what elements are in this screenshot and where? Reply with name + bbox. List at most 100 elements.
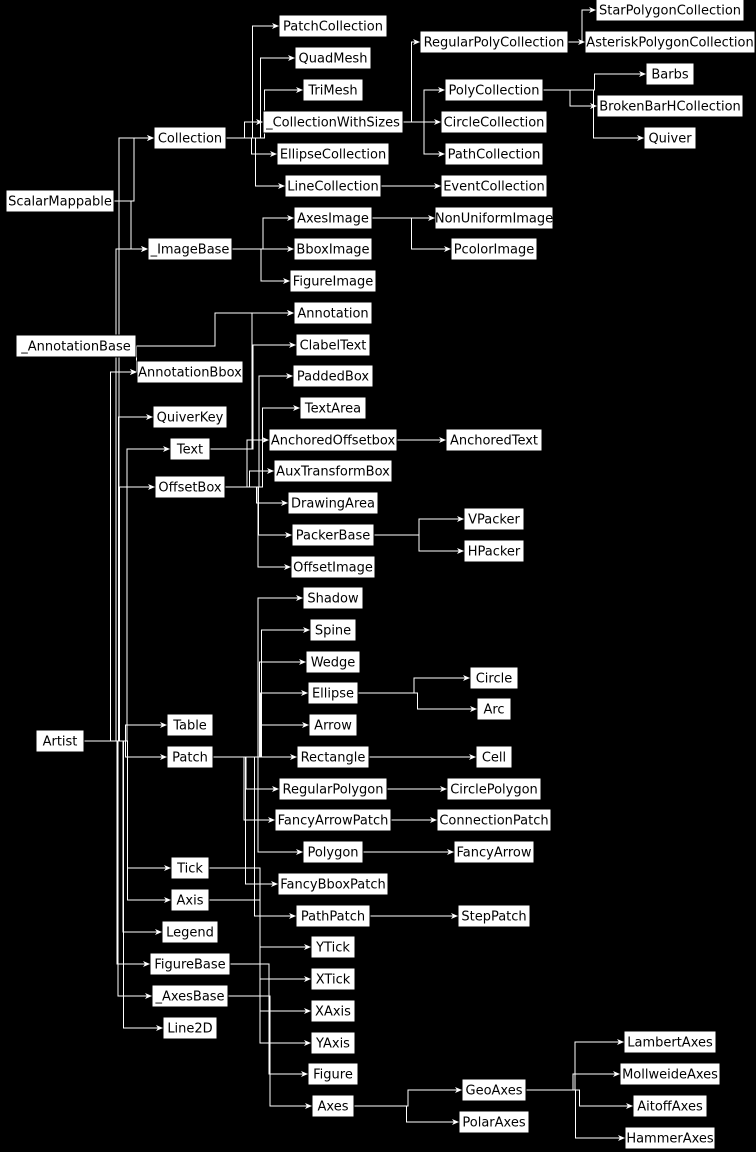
- edge-Artist-OffsetBox: [84, 487, 155, 741]
- node-label: AuxTransformBox: [276, 465, 390, 480]
- node-label: AxesImage: [297, 212, 369, 227]
- node-label: Table: [172, 719, 207, 734]
- node-_AxesBase: _AxesBase: [152, 985, 228, 1007]
- edge-Artist-Axis: [84, 741, 171, 900]
- edge-PolyCollection-BrokenBarHCollection: [543, 90, 597, 106]
- node-HammerAxes: HammerAxes: [625, 1127, 715, 1149]
- edge-Artist-Line2D: [84, 741, 163, 1028]
- edge-_ImageBase-AxesImage: [232, 218, 294, 249]
- edge-_AnnotationBase-Annotation: [136, 313, 294, 346]
- edge-Ellipse-Arc: [358, 693, 477, 709]
- edge-PackerBase-VPacker: [374, 519, 464, 535]
- node-PolarAxes: PolarAxes: [459, 1111, 529, 1133]
- edge-Patch-Wedge: [213, 662, 306, 757]
- node-FancyBboxPatch: FancyBboxPatch: [278, 873, 388, 895]
- node-FigureBase: FigureBase: [150, 953, 230, 975]
- node-label: ClabelText: [300, 339, 367, 354]
- node-_CollectionWithSizes: _CollectionWithSizes: [263, 111, 403, 133]
- node-label: CirclePolygon: [450, 783, 538, 798]
- node-label: LineCollection: [287, 180, 378, 195]
- node-label: PathCollection: [448, 148, 541, 163]
- node-AnchoredOffsetbox: AnchoredOffsetbox: [269, 429, 397, 451]
- node-label: Legend: [166, 926, 214, 941]
- node-StarPolygonCollection: StarPolygonCollection: [596, 0, 744, 21]
- node-Barbs: Barbs: [646, 63, 694, 85]
- node-label: Quiver: [648, 132, 692, 147]
- node-label: Cell: [482, 751, 506, 766]
- edge-Ellipse-Circle: [358, 678, 470, 693]
- node-label: GeoAxes: [466, 1084, 523, 1099]
- node-_ImageBase: _ImageBase: [148, 238, 232, 260]
- node-PatchCollection: PatchCollection: [279, 15, 387, 37]
- node-label: Rectangle: [301, 751, 366, 766]
- edge-_AxesBase-Axes: [228, 996, 312, 1106]
- node-Wedge: Wedge: [306, 651, 360, 673]
- node-label: YTick: [315, 941, 350, 956]
- node-Shadow: Shadow: [303, 587, 363, 609]
- node-label: Circle: [476, 672, 513, 687]
- edge-Axes-PolarAxes: [354, 1106, 459, 1122]
- edge-Artist-Patch: [84, 741, 167, 757]
- node-label: PolarAxes: [462, 1116, 525, 1131]
- node-RegularPolygon: RegularPolygon: [279, 778, 387, 800]
- node-label: XTick: [316, 973, 351, 988]
- node-label: PaddedBox: [297, 370, 369, 385]
- edge-Collection-EllipseCollection: [226, 138, 277, 154]
- node-label: HammerAxes: [626, 1132, 714, 1147]
- node-label: Wedge: [311, 656, 356, 671]
- node-NonUniformImage: NonUniformImage: [435, 207, 553, 229]
- node-CircleCollection: CircleCollection: [441, 111, 547, 133]
- edge-Artist-FigureBase: [84, 741, 150, 964]
- node-EllipseCollection: EllipseCollection: [277, 143, 389, 165]
- edge-OffsetBox-OffsetImage: [225, 487, 291, 567]
- node-label: Spine: [315, 624, 351, 639]
- node-label: AsteriskPolygonCollection: [586, 36, 753, 51]
- node-Circle: Circle: [470, 667, 518, 689]
- node-label: StepPatch: [461, 910, 526, 925]
- node-RegularPolyCollection: RegularPolyCollection: [420, 31, 568, 53]
- node-Figure: Figure: [308, 1063, 358, 1085]
- node-PolyCollection: PolyCollection: [445, 79, 543, 101]
- node-VPacker: VPacker: [464, 508, 524, 530]
- node-label: ScalarMappable: [8, 195, 112, 210]
- edge-Axes-GeoAxes: [354, 1090, 462, 1106]
- node-label: DrawingArea: [291, 497, 375, 512]
- node-PathPatch: PathPatch: [296, 905, 370, 927]
- node-PcolorImage: PcolorImage: [451, 238, 537, 260]
- node-Cell: Cell: [476, 746, 512, 768]
- node-AuxTransformBox: AuxTransformBox: [274, 460, 392, 482]
- node-Ellipse: Ellipse: [308, 682, 358, 704]
- node-EventCollection: EventCollection: [441, 175, 547, 197]
- node-label: EventCollection: [443, 180, 545, 195]
- node-label: AitoffAxes: [637, 1100, 703, 1115]
- node-PathCollection: PathCollection: [445, 143, 543, 165]
- node-label: FancyArrow: [457, 846, 532, 861]
- edge-_ImageBase-FigureImage: [232, 249, 290, 281]
- edge-GeoAxes-AitoffAxes: [526, 1090, 633, 1106]
- edge-OffsetBox-AuxTransformBox: [225, 471, 274, 487]
- node-BrokenBarHCollection: BrokenBarHCollection: [597, 95, 743, 117]
- edge-PolyCollection-Barbs: [543, 74, 646, 90]
- node-label: OffsetImage: [293, 561, 373, 576]
- node-BboxImage: BboxImage: [294, 238, 372, 260]
- node-label: PackerBase: [296, 529, 370, 544]
- node-QuadMesh: QuadMesh: [295, 47, 371, 69]
- node-ConnectionPatch: ConnectionPatch: [437, 809, 551, 831]
- node-label: _CollectionWithSizes: [265, 116, 400, 131]
- edge-GeoAxes-MollweideAxes: [526, 1074, 620, 1090]
- node-AitoffAxes: AitoffAxes: [633, 1095, 707, 1117]
- node-label: Arc: [483, 703, 504, 718]
- node-OffsetBox: OffsetBox: [155, 476, 225, 498]
- edge-_CollectionWithSizes-RegularPolyCollection: [403, 42, 420, 122]
- node-Collection: Collection: [154, 127, 226, 149]
- node-label: AnchoredOffsetbox: [271, 434, 396, 449]
- node-TriMesh: TriMesh: [303, 79, 363, 101]
- node-label: PcolorImage: [454, 243, 535, 258]
- edge-_CollectionWithSizes-PathCollection: [403, 122, 445, 154]
- node-label: Annotation: [297, 307, 368, 322]
- node-label: Ellipse: [312, 687, 354, 702]
- node-label: Line2D: [167, 1022, 212, 1037]
- node-label: EllipseCollection: [280, 148, 386, 163]
- node-PaddedBox: PaddedBox: [293, 365, 373, 387]
- node-AsteriskPolygonCollection: AsteriskPolygonCollection: [585, 31, 755, 53]
